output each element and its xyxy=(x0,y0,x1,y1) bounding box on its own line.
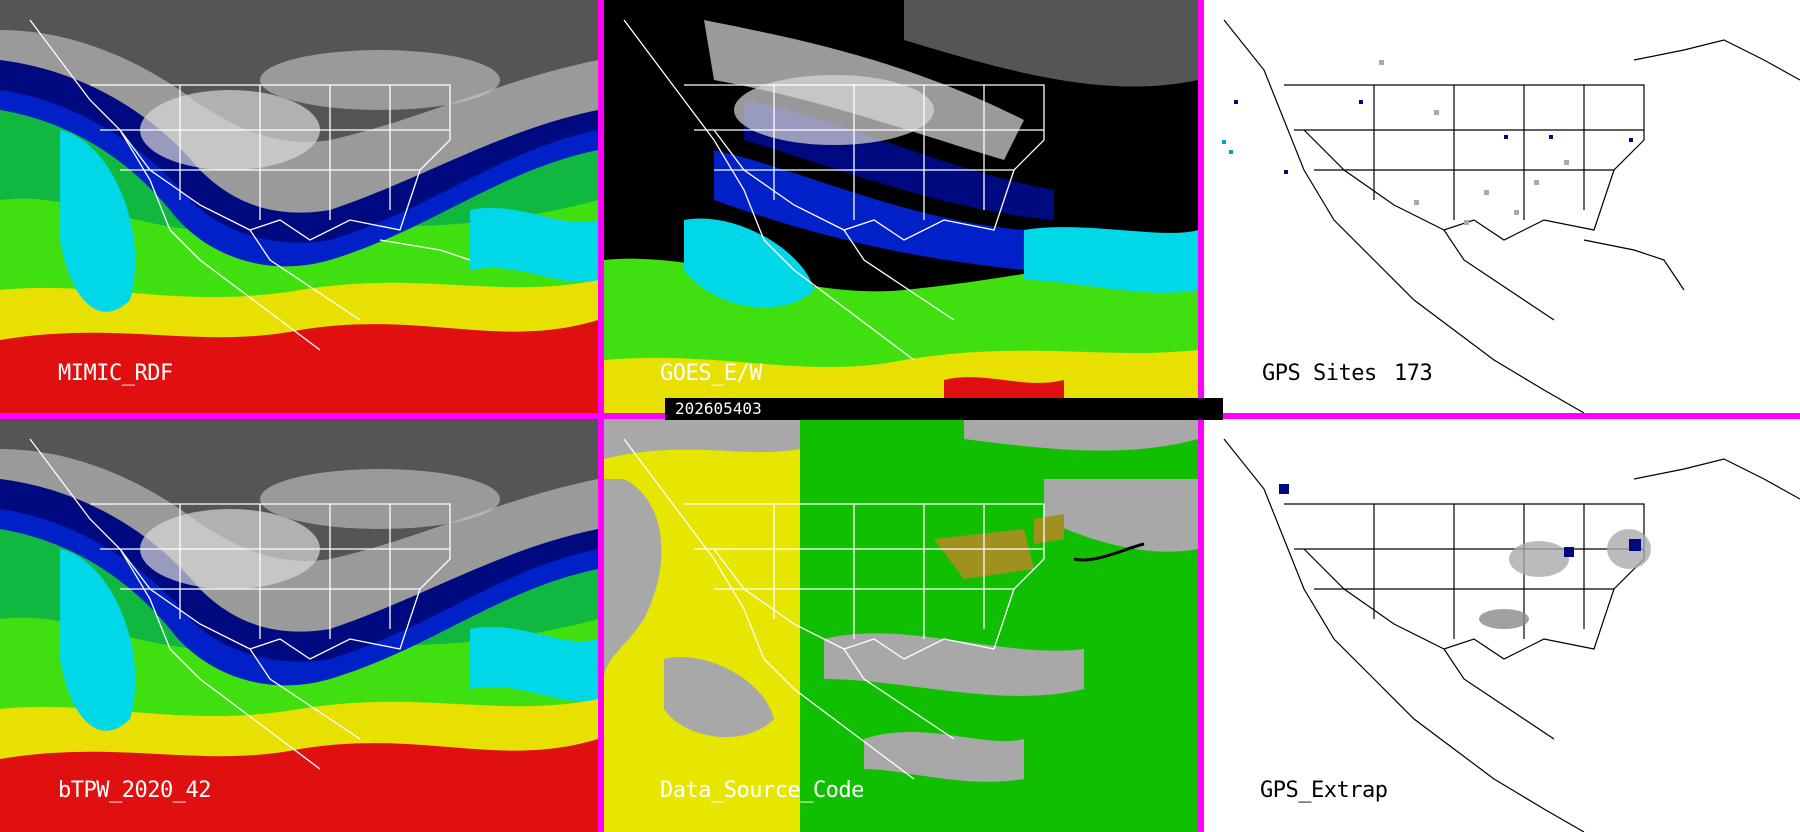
panel-label: GPS_Extrap xyxy=(1260,778,1388,803)
gps-extrap-map xyxy=(1204,419,1800,832)
panel-label: GPS Sites xyxy=(1262,361,1377,386)
panel-btpw: bTPW_2020_42 xyxy=(0,419,598,832)
data-source-map xyxy=(604,419,1198,832)
panel-data-source-code: Data_Source_Code xyxy=(604,419,1198,832)
panel-mimic-rdf: MIMIC_RDF xyxy=(0,0,598,413)
gps-site-count: 173 xyxy=(1394,361,1433,386)
panel-label: Data_Source_Code xyxy=(660,778,864,803)
tpw-map-btpw xyxy=(0,419,598,832)
panel-label: MIMIC_RDF xyxy=(58,361,173,386)
panel-gps-extrap: GPS_Extrap xyxy=(1204,419,1800,832)
timestamp-bar: 202605403 xyxy=(665,398,1223,420)
gps-site-map xyxy=(1204,0,1800,413)
panel-label: bTPW_2020_42 xyxy=(58,778,211,803)
panel-goes-ew: GOES_E/W xyxy=(604,0,1198,413)
panel-label: GOES_E/W xyxy=(660,361,762,386)
tpw-map-goes xyxy=(604,0,1198,413)
panel-gps-sites: GPS Sites 173 xyxy=(1204,0,1800,413)
tpw-map-mimic xyxy=(0,0,598,413)
